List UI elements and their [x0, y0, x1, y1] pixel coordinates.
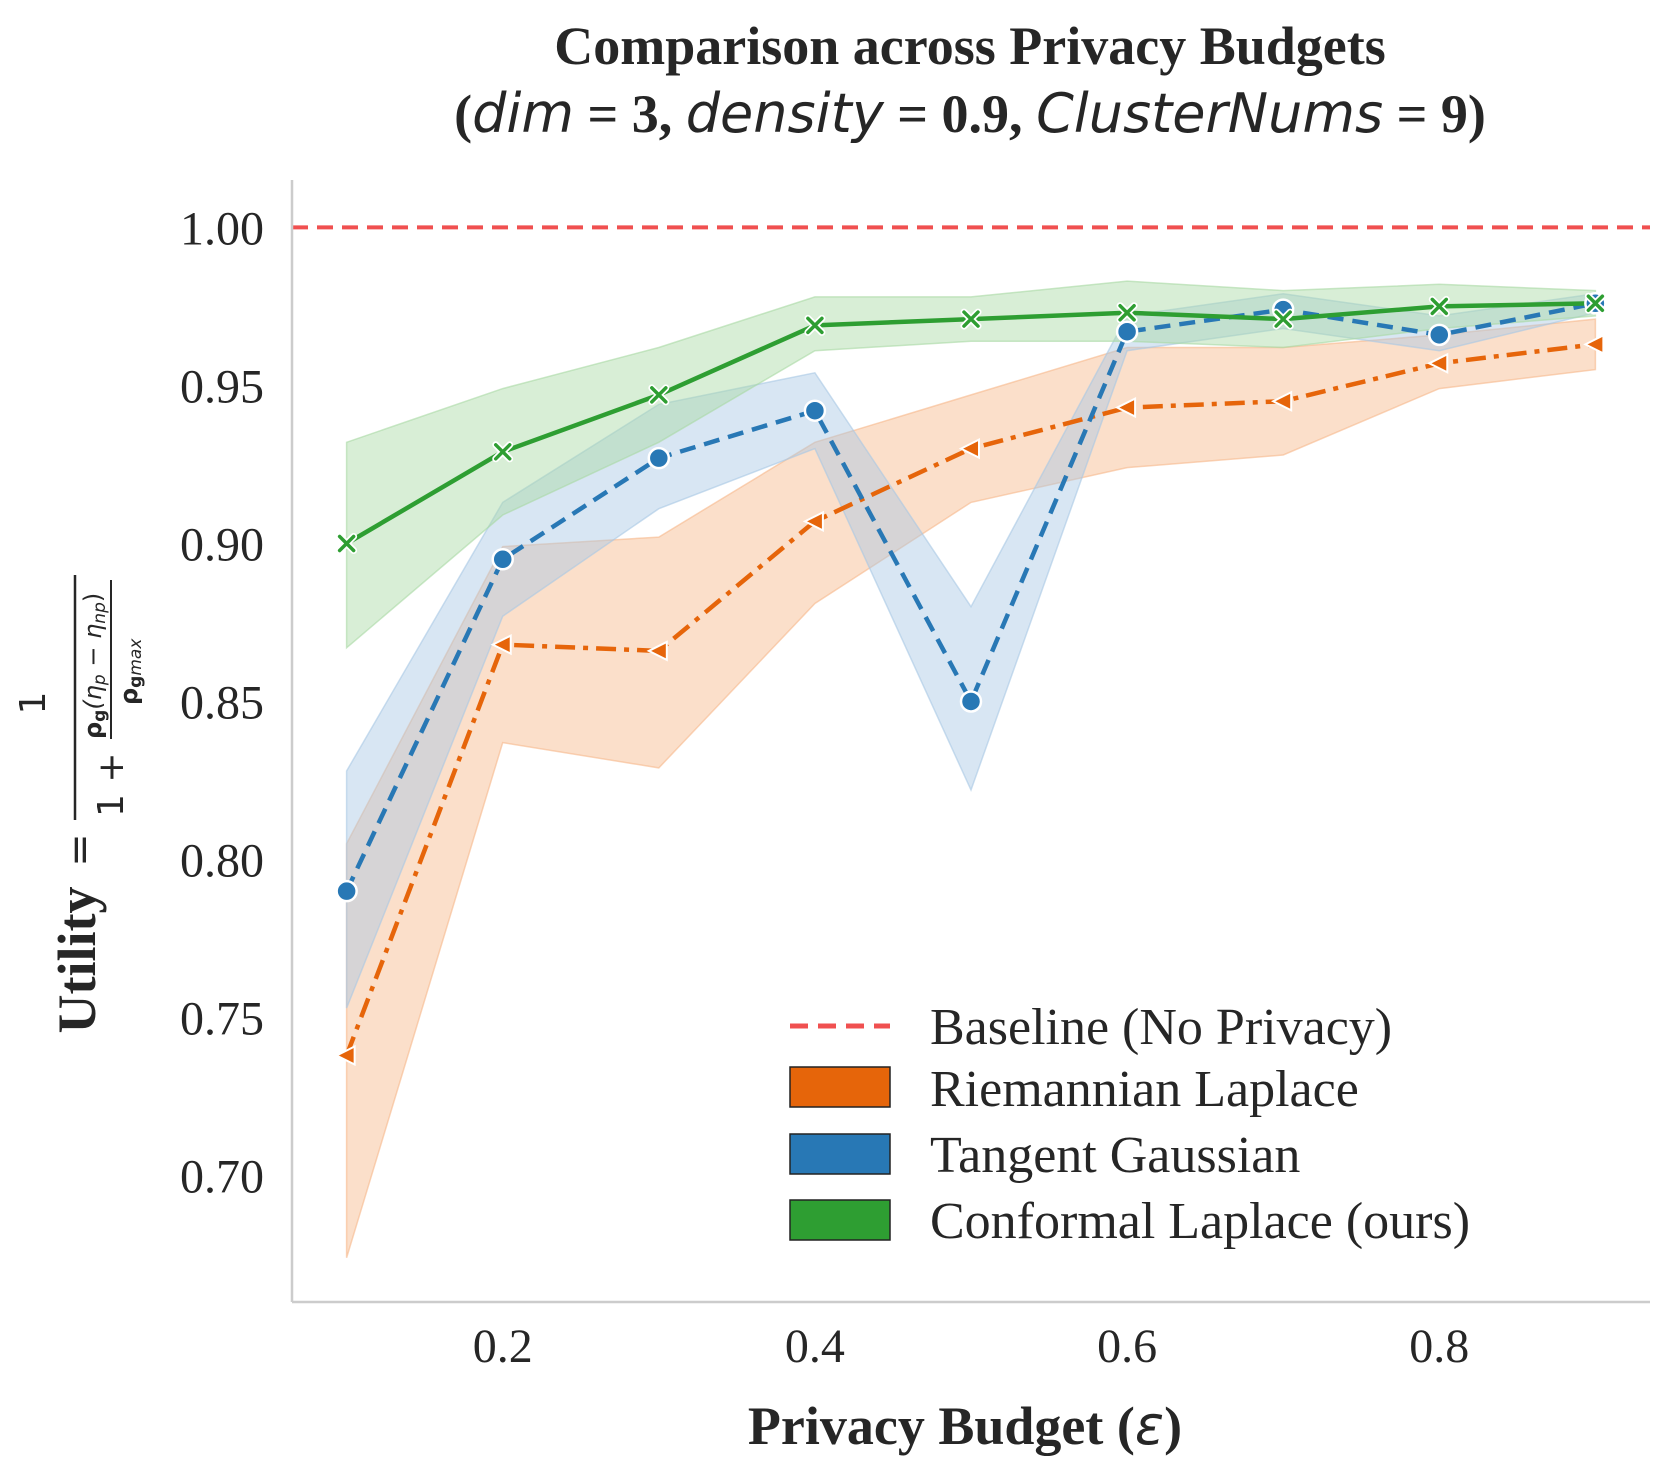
x-axis-label-close: ) — [1164, 1396, 1182, 1456]
legend-label-tangent: Tangent Gaussian — [930, 1127, 1300, 1184]
marker-conformal-laplace-ours-2-cross — [650, 386, 668, 404]
band-riemannian-laplace — [345, 318, 1597, 1259]
y-tick-label-6: 1.00 — [180, 202, 264, 255]
y-axis-label-text: Utility — [47, 887, 107, 1034]
subtitle-open: ( — [454, 84, 472, 144]
marker-riemannian-laplace-5 — [1114, 396, 1137, 419]
rho-g-bottom-sub: g — [126, 676, 146, 688]
legend-label-riemannian: Riemannian Laplace — [930, 1061, 1359, 1118]
marker-conformal-laplace-ours-3-cross — [806, 316, 824, 335]
y-tick-label-4: 0.90 — [180, 518, 264, 571]
eta-p-open: (η — [79, 685, 107, 710]
line-riemannian-laplace — [344, 342, 1596, 1057]
subtitle-cluster-label: ClusterNums — [1036, 82, 1383, 145]
marker-tangent-gaussian-7 — [1428, 323, 1451, 347]
marker-conformal-laplace-ours-8 — [1584, 292, 1606, 314]
chart-title: Comparison across Privacy Budgets — [554, 16, 1386, 76]
line-tangent-gaussian — [344, 301, 1596, 893]
marker-conformal-laplace-ours-2 — [648, 384, 670, 406]
marker-conformal-laplace-ours-5-cross — [1118, 303, 1136, 322]
x-tick-label-1: 0.4 — [785, 1320, 845, 1373]
marker-tangent-gaussian-0 — [335, 879, 358, 903]
chart-subtitle: (dim = 3, density = 0.9, ClusterNums = 9… — [454, 82, 1486, 145]
marker-conformal-laplace-ours-4-cross — [962, 310, 980, 328]
marker-riemannian-laplace-4 — [958, 438, 980, 460]
subtitle-density-eq: = 0.9, — [884, 84, 1036, 144]
marker-tangent-gaussian-1 — [491, 548, 514, 571]
series-markers — [334, 292, 1607, 1067]
marker-conformal-laplace-ours-8-cross — [1586, 294, 1605, 313]
subtitle-cluster-eq: = 9) — [1383, 84, 1486, 144]
y-formula-numerator: 1 — [13, 692, 54, 715]
rho-g-bottom: ρ — [115, 688, 143, 705]
marker-conformal-laplace-ours-6-cross — [1274, 310, 1292, 328]
eta-minus: − η — [79, 624, 107, 675]
marker-conformal-laplace-ours-6 — [1272, 308, 1294, 330]
legend-label-baseline: Baseline (No Privacy) — [930, 999, 1392, 1056]
y-tick-label-5: 0.95 — [180, 360, 264, 413]
y-tick-labels: 0.70 0.75 0.80 0.85 0.90 0.95 1.00 — [180, 202, 264, 1203]
marker-conformal-laplace-ours-3 — [804, 314, 826, 336]
legend-label-conformal: Conformal Laplace (ours) — [930, 1193, 1470, 1250]
marker-conformal-laplace-ours-1 — [492, 441, 514, 463]
y-axis-label-equals: = — [57, 833, 103, 867]
marker-tangent-gaussian-3 — [803, 399, 827, 422]
marker-conformal-laplace-ours-7 — [1428, 295, 1450, 317]
legend-swatch-tangent — [789, 1133, 891, 1175]
eta-p-sub: p — [90, 674, 110, 686]
marker-riemannian-laplace-2 — [646, 640, 668, 662]
subtitle-dim-label: dim — [472, 82, 574, 145]
marker-tangent-gaussian-4 — [959, 690, 983, 713]
x-axis-label-epsilon: ε — [1135, 1394, 1164, 1457]
y-axis-label: Utility = 1 1 + ρg(ηp − ηnp) ρgmax — [13, 575, 146, 1033]
marker-riemannian-laplace-3 — [802, 510, 824, 532]
legend-swatch-riemannian — [789, 1066, 891, 1108]
subtitle-dim-eq: = 3, — [574, 84, 686, 144]
eta-close: ) — [79, 593, 107, 602]
marker-conformal-laplace-ours-7-cross — [1430, 297, 1449, 316]
y-tick-label-2: 0.80 — [180, 835, 264, 888]
marker-riemannian-laplace-0 — [334, 1044, 356, 1067]
marker-tangent-gaussian-2 — [647, 446, 671, 470]
x-axis-label-text: Privacy Budget ( — [748, 1396, 1135, 1456]
marker-riemannian-laplace-7 — [1427, 352, 1449, 374]
band-conformal-laplace-ours — [345, 280, 1597, 650]
x-tick-label-0: 0.2 — [473, 1320, 533, 1373]
rho-g-bottom-max: max — [126, 638, 146, 676]
marker-conformal-laplace-ours-4 — [960, 308, 982, 330]
y-formula-inner-numerator: ρg(ηp − ηnp) — [79, 593, 110, 739]
y-tick-label-1: 0.75 — [180, 993, 264, 1046]
legend: Baseline (No Privacy) Riemannian Laplace… — [789, 999, 1470, 1250]
y-tick-label-0: 0.70 — [180, 1151, 264, 1204]
marker-conformal-laplace-ours-1-cross — [493, 443, 512, 461]
marker-conformal-laplace-ours-0-cross — [337, 534, 356, 553]
x-axis-label: Privacy Budget (ε) — [748, 1394, 1182, 1457]
marker-tangent-gaussian-5 — [1115, 320, 1139, 343]
x-tick-labels: 0.2 0.4 0.6 0.8 — [473, 1320, 1470, 1373]
rho-g-top-sub: g — [90, 710, 110, 722]
marker-riemannian-laplace-6 — [1270, 390, 1293, 412]
y-formula-denominator-prefix: 1 + — [91, 752, 132, 817]
y-tick-label-3: 0.85 — [180, 676, 264, 729]
marker-riemannian-laplace-8 — [1583, 333, 1605, 355]
legend-swatch-conformal — [789, 1199, 891, 1241]
x-tick-label-3: 0.8 — [1409, 1320, 1469, 1373]
x-tick-label-2: 0.6 — [1097, 1320, 1157, 1373]
marker-conformal-laplace-ours-0 — [336, 532, 358, 554]
eta-np-sub: np — [90, 602, 110, 624]
rho-g-top: ρ — [79, 722, 107, 739]
marker-conformal-laplace-ours-5 — [1116, 302, 1138, 324]
subtitle-density-label: density — [686, 82, 885, 145]
y-formula-inner-denominator: ρgmax — [115, 638, 146, 705]
marker-riemannian-laplace-1 — [490, 633, 512, 656]
